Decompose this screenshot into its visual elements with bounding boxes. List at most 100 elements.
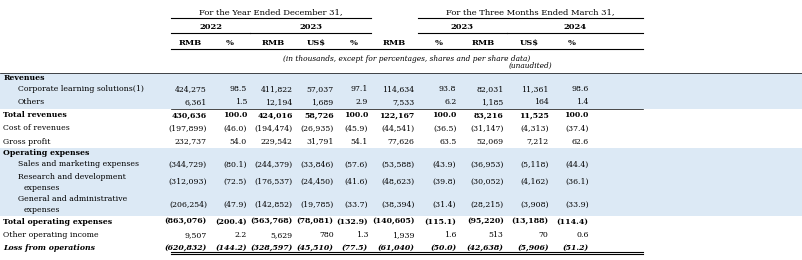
- Text: 2023: 2023: [451, 23, 474, 31]
- Text: 7,212: 7,212: [526, 138, 549, 146]
- Text: 232,737: 232,737: [175, 138, 207, 146]
- Text: 54.1: 54.1: [350, 138, 368, 146]
- Text: Cost of revenues: Cost of revenues: [3, 125, 70, 132]
- Text: 82,031: 82,031: [476, 85, 504, 93]
- Text: 2024: 2024: [564, 23, 586, 31]
- Text: 77,626: 77,626: [387, 138, 415, 146]
- Text: (4,313): (4,313): [520, 125, 549, 132]
- Text: 7,533: 7,533: [392, 98, 415, 106]
- Text: (44,541): (44,541): [382, 125, 415, 132]
- Text: 229,542: 229,542: [261, 138, 293, 146]
- Text: 1.6: 1.6: [444, 231, 456, 239]
- Text: 58,726: 58,726: [304, 111, 334, 119]
- Text: 100.0: 100.0: [223, 111, 247, 119]
- Text: 100.0: 100.0: [344, 111, 368, 119]
- Text: 122,167: 122,167: [379, 111, 415, 119]
- Bar: [0, 109, 802, 122]
- Text: (344,729): (344,729): [168, 160, 207, 168]
- Text: %: %: [226, 40, 234, 47]
- Text: (57.6): (57.6): [345, 160, 368, 168]
- Text: %: %: [435, 40, 443, 47]
- Text: 411,822: 411,822: [261, 85, 293, 93]
- Text: Revenues: Revenues: [3, 74, 45, 82]
- Text: (13,188): (13,188): [512, 218, 549, 226]
- Text: (197,899): (197,899): [168, 125, 207, 132]
- Text: (132.9): (132.9): [337, 218, 368, 226]
- Text: 52,069: 52,069: [476, 138, 504, 146]
- Text: (115.1): (115.1): [424, 218, 456, 226]
- Text: 513: 513: [488, 231, 504, 239]
- Text: %: %: [568, 40, 576, 47]
- Text: (620,832): (620,832): [164, 244, 207, 252]
- Text: Other operating income: Other operating income: [3, 231, 99, 239]
- Text: Gross profit: Gross profit: [3, 138, 51, 146]
- Text: 6,361: 6,361: [184, 98, 207, 106]
- Text: (114.4): (114.4): [557, 218, 589, 226]
- Text: 430,636: 430,636: [172, 111, 207, 119]
- Text: (72.5): (72.5): [224, 178, 247, 186]
- Text: (50.0): (50.0): [430, 244, 456, 252]
- Text: Sales and marketing expenses: Sales and marketing expenses: [18, 160, 139, 168]
- Text: (5,906): (5,906): [517, 244, 549, 252]
- Text: (200.4): (200.4): [216, 218, 247, 226]
- Text: expenses: expenses: [24, 184, 60, 192]
- Text: (33.9): (33.9): [565, 200, 589, 208]
- Text: 164: 164: [534, 98, 549, 106]
- Text: expenses: expenses: [24, 206, 60, 214]
- Bar: [0, 96, 802, 109]
- Text: (244,379): (244,379): [254, 160, 293, 168]
- Bar: [0, 83, 802, 96]
- Text: Loss from operations: Loss from operations: [3, 244, 95, 252]
- Text: 100.0: 100.0: [432, 111, 456, 119]
- Text: (3,908): (3,908): [520, 200, 549, 208]
- Text: 70: 70: [539, 231, 549, 239]
- Text: 114,634: 114,634: [383, 85, 415, 93]
- Text: (144.2): (144.2): [216, 244, 247, 252]
- Bar: [0, 242, 802, 255]
- Text: (24,450): (24,450): [301, 178, 334, 186]
- Text: 2.2: 2.2: [235, 231, 247, 239]
- Text: (78,081): (78,081): [297, 218, 334, 226]
- Bar: [0, 73, 802, 83]
- Text: 1.4: 1.4: [577, 98, 589, 106]
- Text: US$: US$: [307, 40, 326, 47]
- Bar: [0, 158, 802, 171]
- Text: (31.4): (31.4): [433, 200, 456, 208]
- Text: 2022: 2022: [199, 23, 222, 31]
- Text: 424,016: 424,016: [257, 111, 293, 119]
- Text: 1,185: 1,185: [481, 98, 504, 106]
- Bar: [0, 171, 802, 193]
- Text: For the Year Ended December 31,: For the Year Ended December 31,: [200, 9, 342, 16]
- Text: 98.5: 98.5: [229, 85, 247, 93]
- Text: (39.8): (39.8): [433, 178, 456, 186]
- Text: (45,510): (45,510): [297, 244, 334, 252]
- Text: 12,194: 12,194: [265, 98, 293, 106]
- Text: (19,785): (19,785): [301, 200, 334, 208]
- Text: 1,689: 1,689: [311, 98, 334, 106]
- Text: 424,275: 424,275: [175, 85, 207, 93]
- Text: (in thousands, except for percentages, shares and per share data): (in thousands, except for percentages, s…: [283, 55, 531, 63]
- Text: 97.1: 97.1: [350, 85, 368, 93]
- Bar: [0, 135, 802, 148]
- Text: (61,040): (61,040): [378, 244, 415, 252]
- Bar: [0, 122, 802, 135]
- Text: RMB: RMB: [383, 40, 406, 47]
- Bar: [0, 193, 802, 216]
- Text: (30,052): (30,052): [470, 178, 504, 186]
- Text: (28,215): (28,215): [471, 200, 504, 208]
- Text: Operating expenses: Operating expenses: [3, 149, 90, 157]
- Text: Corporate learning solutions(1): Corporate learning solutions(1): [18, 85, 144, 93]
- Text: (194,474): (194,474): [254, 125, 293, 132]
- Text: RMB: RMB: [261, 40, 285, 47]
- Text: Total revenues: Total revenues: [3, 111, 67, 119]
- Text: (31,147): (31,147): [470, 125, 504, 132]
- Text: 1.3: 1.3: [355, 231, 368, 239]
- Text: (77.5): (77.5): [342, 244, 368, 252]
- Text: 780: 780: [319, 231, 334, 239]
- Text: (42,638): (42,638): [467, 244, 504, 252]
- Text: Research and development: Research and development: [18, 173, 126, 181]
- Text: (36,953): (36,953): [470, 160, 504, 168]
- Text: 2023: 2023: [299, 23, 322, 31]
- Text: (328,597): (328,597): [250, 244, 293, 252]
- Text: (36.1): (36.1): [565, 178, 589, 186]
